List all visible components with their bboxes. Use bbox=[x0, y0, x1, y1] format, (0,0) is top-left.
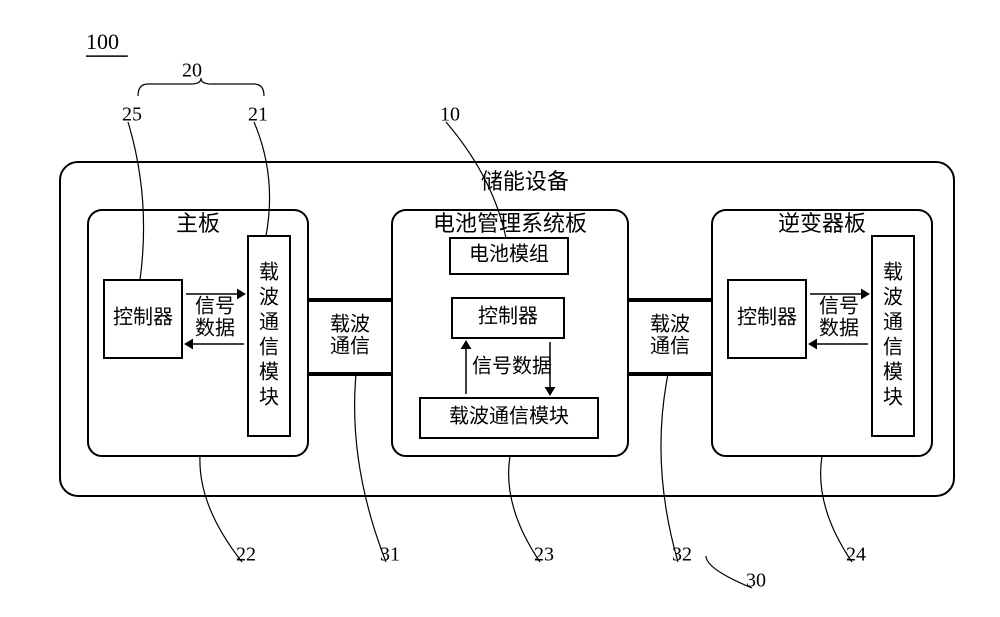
bus2-label-2: 通信 bbox=[650, 335, 690, 358]
callout-31: 31 bbox=[380, 544, 400, 566]
callout-10: 10 bbox=[440, 104, 460, 126]
figure-number: 100 bbox=[86, 29, 119, 54]
callout-30: 30 bbox=[746, 570, 766, 592]
bms-signal-label: 信号数据 bbox=[472, 355, 552, 378]
callout-25-lead bbox=[128, 122, 144, 280]
callout-32: 32 bbox=[672, 544, 692, 566]
inverter-signal-label-1: 信号 bbox=[819, 295, 859, 318]
bus2-label-1: 载波 bbox=[650, 313, 690, 336]
callout-23: 23 bbox=[534, 544, 554, 566]
callout-32-lead bbox=[661, 374, 678, 562]
callout-21-lead bbox=[254, 122, 270, 236]
inverter-title: 逆变器板 bbox=[778, 211, 866, 236]
inverter-carrier-module-label: 载波通信模块 bbox=[883, 260, 903, 408]
main-title: 主板 bbox=[176, 211, 220, 236]
bms-battery-pack-label: 电池模组 bbox=[469, 243, 549, 266]
main-signal-label-2: 数据 bbox=[195, 317, 235, 340]
callout-31-lead bbox=[355, 374, 386, 562]
callout-24: 24 bbox=[846, 544, 866, 566]
callout-20: 20 bbox=[182, 60, 202, 82]
bus1-label-2: 通信 bbox=[330, 335, 370, 358]
callout-22: 22 bbox=[236, 544, 256, 566]
bus1-label-1: 载波 bbox=[330, 313, 370, 336]
inverter-controller-label: 控制器 bbox=[737, 306, 797, 329]
bms-title: 电池管理系统板 bbox=[433, 211, 587, 236]
callout-25: 25 bbox=[122, 104, 142, 126]
bms-controller-label: 控制器 bbox=[478, 305, 538, 328]
main-controller-label: 控制器 bbox=[113, 306, 173, 329]
outer-title: 储能设备 bbox=[481, 169, 569, 194]
inverter-signal-label-2: 数据 bbox=[819, 317, 859, 340]
callout-21: 21 bbox=[248, 104, 268, 126]
main-carrier-module-label: 载波通信模块 bbox=[259, 260, 279, 408]
main-signal-label-1: 信号 bbox=[195, 295, 235, 318]
bms-carrier-module-label: 载波通信模块 bbox=[449, 405, 569, 428]
